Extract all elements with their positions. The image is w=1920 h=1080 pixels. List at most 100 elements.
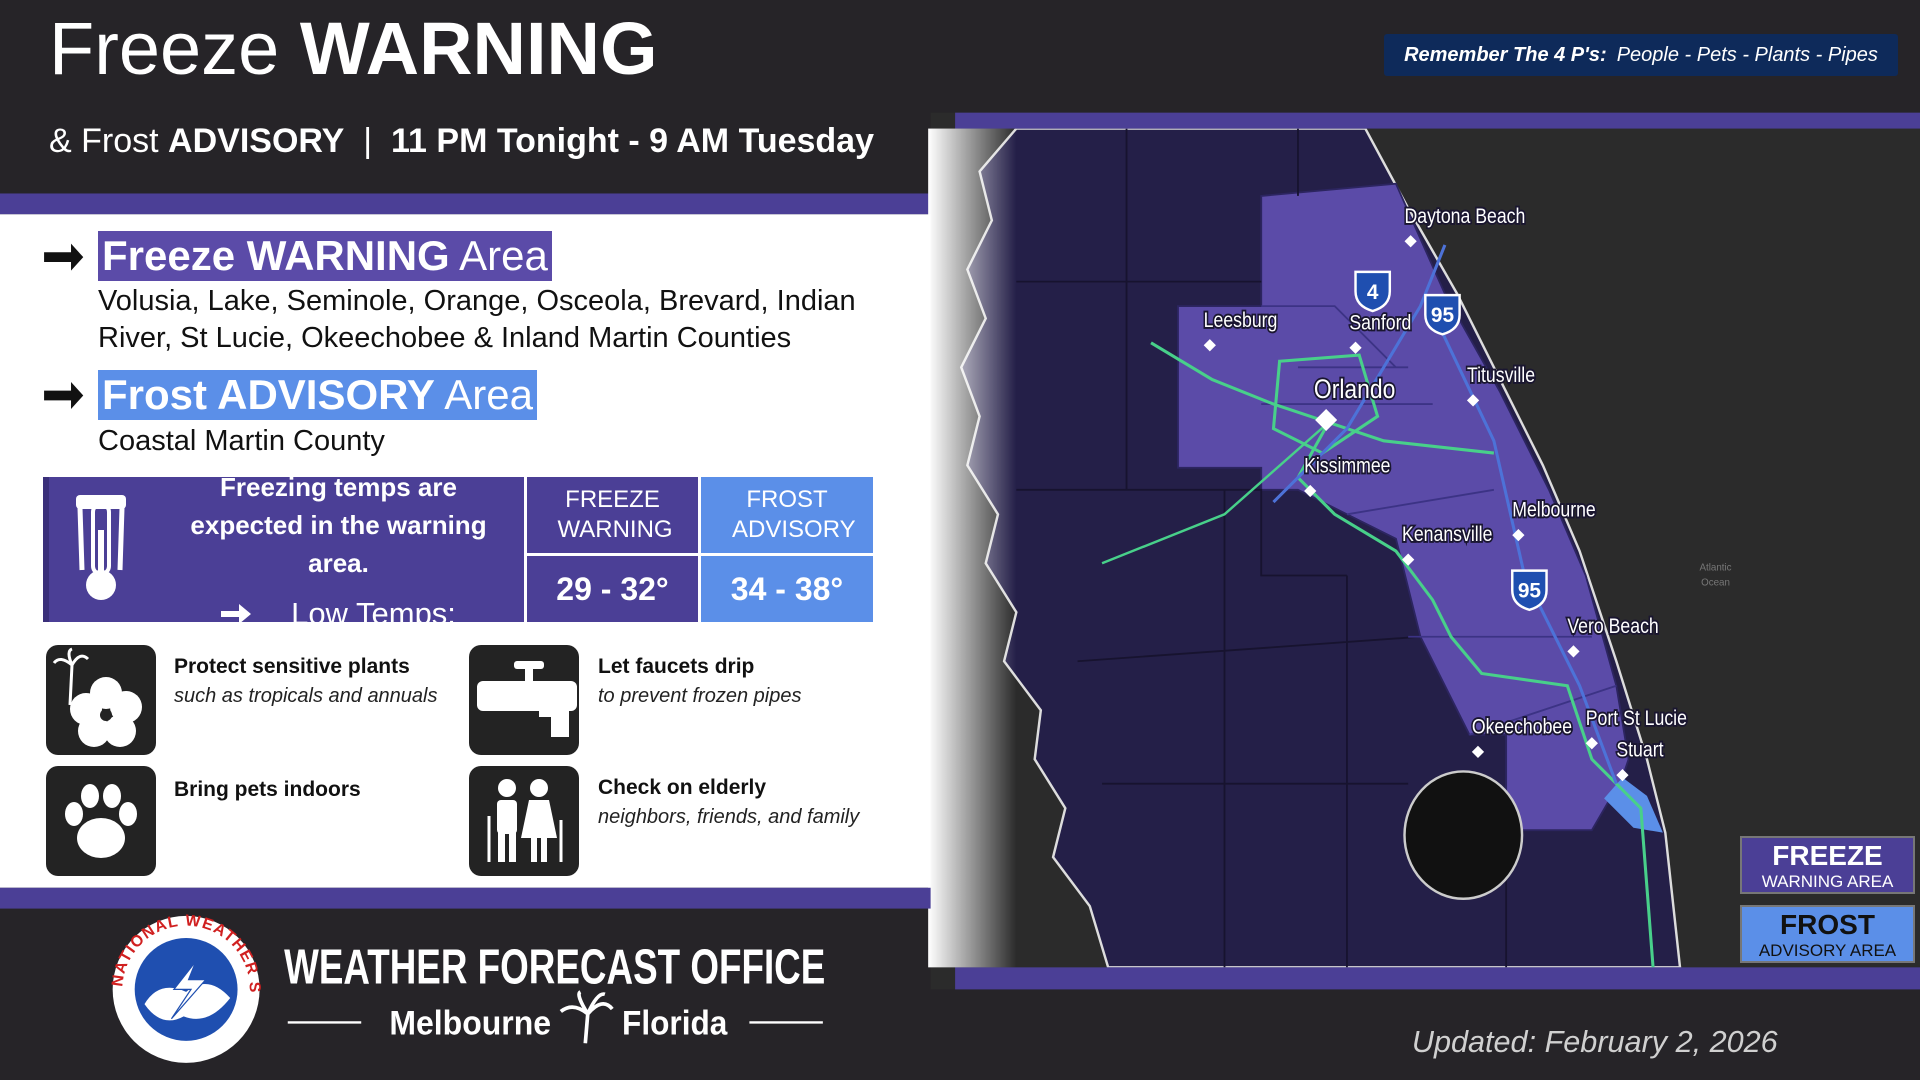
legend-subtitle: WARNING AREA [1761, 872, 1894, 891]
thermometer-icon [76, 494, 126, 600]
title-bold: WARNING [299, 7, 658, 90]
legend-title: FROST [1780, 909, 1875, 940]
area-heading-light: Area [444, 371, 534, 418]
area-heading-light: Area [459, 232, 548, 279]
legend-title: FREEZE [1772, 840, 1883, 871]
tip-title: Let faucets drip [598, 655, 755, 678]
reminder-items: People - Pets - Plants - Pipes [1616, 43, 1878, 66]
temp-range: 29 - 32° [527, 556, 698, 622]
logo-cloud [144, 983, 231, 1021]
legend-frost: FROST ADVISORY AREA [1740, 905, 1915, 963]
tip-detail: such as tropicals and annuals [174, 685, 438, 707]
city-marker [1471, 745, 1485, 758]
interstate-number: 95 [1431, 304, 1454, 327]
interstate-shield [1424, 293, 1461, 336]
interstate-shield [1354, 270, 1392, 313]
elderly-icon [469, 766, 579, 876]
area-heading: Freeze WARNING Area [98, 231, 552, 281]
office-state: Florida [622, 1005, 728, 1043]
logo-bolt [170, 960, 208, 1020]
ocean-label-line: Ocean [1701, 577, 1730, 588]
city-marker [1616, 768, 1629, 782]
city-marker [1512, 528, 1525, 542]
low-temps-label: Low Temps: [291, 595, 456, 631]
arrow [221, 603, 252, 624]
temps-table: Freezing temps are expected in the warni… [43, 472, 873, 631]
temps-note: Freezing temps are expected in the warni… [190, 471, 487, 578]
city-label: Stuart [1616, 740, 1664, 763]
city-label: Port St Lucie [1586, 708, 1687, 731]
title-light: Freeze [49, 7, 280, 90]
map-bottom-band [955, 967, 1920, 990]
footer-band [0, 887, 931, 909]
column-title-text: FROST ADVISORY [732, 486, 856, 543]
separator: | [363, 122, 373, 160]
city-marker [1404, 235, 1417, 248]
city-marker [1304, 484, 1317, 498]
ocean-label: Atlantic Ocean [1699, 563, 1731, 589]
map-top-band [955, 112, 1920, 129]
subtitle: & Frost ADVISORY | 11 PM Tonight - 9 AM … [49, 122, 874, 161]
office-name: WEATHER FORECAST OFFICE [284, 940, 825, 994]
updated-date: Updated: February 2, 2026 [1412, 1025, 1779, 1059]
city-marker [1315, 408, 1338, 432]
tip-title: Protect sensitive plants [174, 655, 410, 678]
reminder-label: Remember The 4 P's: [1404, 43, 1607, 66]
tip: Bring pets indoors [174, 778, 444, 802]
area-counties: Coastal Martin County [98, 425, 385, 457]
header-band [0, 193, 931, 215]
plant-icon [46, 645, 156, 755]
city-label: Kissimmee [1304, 455, 1390, 478]
tip: Check on elderly neighbors, friends, and … [598, 776, 898, 831]
palm-icon [559, 990, 614, 1044]
temps-note-cell: Freezing temps are expected in the warni… [153, 472, 524, 631]
city-marker [1402, 553, 1415, 566]
column-title: FREEZE WARNING [527, 477, 698, 553]
faucet-icon [469, 645, 579, 755]
temp-range: 34 - 38° [701, 556, 873, 622]
tip: Protect sensitive plants such as tropical… [174, 655, 444, 710]
panel-fade [928, 128, 1017, 968]
interstate-number: 95 [1518, 580, 1541, 603]
paw-icon [46, 766, 156, 876]
time-range: 11 PM Tonight - 9 AM Tuesday [391, 122, 874, 160]
lake-okeechobee [1403, 770, 1524, 901]
legend-freeze: FREEZE WARNING AREA [1740, 836, 1915, 894]
city-marker [1203, 339, 1216, 352]
city-label: Vero Beach [1567, 616, 1658, 639]
column-title: FROST ADVISORY [701, 477, 873, 553]
subtitle-light: & Frost [49, 122, 159, 160]
tip-title: Check on elderly [598, 776, 767, 799]
interstate-shield [1511, 569, 1548, 612]
reminder: Remember The 4 P's: People - Pets - Plant… [1384, 34, 1898, 76]
city-label: Orlando [1314, 374, 1395, 404]
city-label: Okeechobee [1472, 716, 1572, 739]
map-labels: Daytona Beach Leesburg Sanford Orlando Titus… [1202, 204, 1689, 782]
tip-title: Bring pets indoors [174, 778, 361, 801]
area-counties: Volusia, Lake, Seminole, Orange, Osceola… [98, 285, 856, 354]
thermometer-tile [43, 477, 153, 622]
city-label: Daytona Beach [1405, 206, 1526, 229]
column-title-text: FREEZE WARNING [557, 486, 673, 543]
arrow [44, 243, 84, 271]
area-heading: Frost ADVISORY Area [98, 370, 538, 420]
arrow [44, 382, 84, 409]
frost-area [1604, 777, 1663, 833]
tip-detail: neighbors, friends, and family [598, 806, 860, 828]
area-heading-bold: Frost ADVISORY [102, 371, 435, 418]
freeze-area [1177, 182, 1630, 832]
city-label: Titusville [1467, 365, 1535, 388]
arrows [44, 243, 84, 409]
city-marker [1349, 341, 1362, 354]
ocean-label-line: Atlantic [1699, 563, 1731, 574]
subtitle-bold: ADVISORY [168, 122, 345, 160]
legend-subtitle: ADVISORY AREA [1758, 941, 1897, 960]
city-marker [1466, 394, 1480, 407]
tip: Let faucets drip to prevent frozen pipes [598, 655, 898, 710]
title: Freeze WARNING [49, 12, 658, 86]
city-label: Kenansville [1402, 524, 1492, 547]
area-heading-bold: Freeze WARNING [102, 232, 450, 279]
tip-detail: to prevent frozen pipes [598, 685, 802, 707]
low-temps-row: Low Temps: [221, 596, 456, 632]
